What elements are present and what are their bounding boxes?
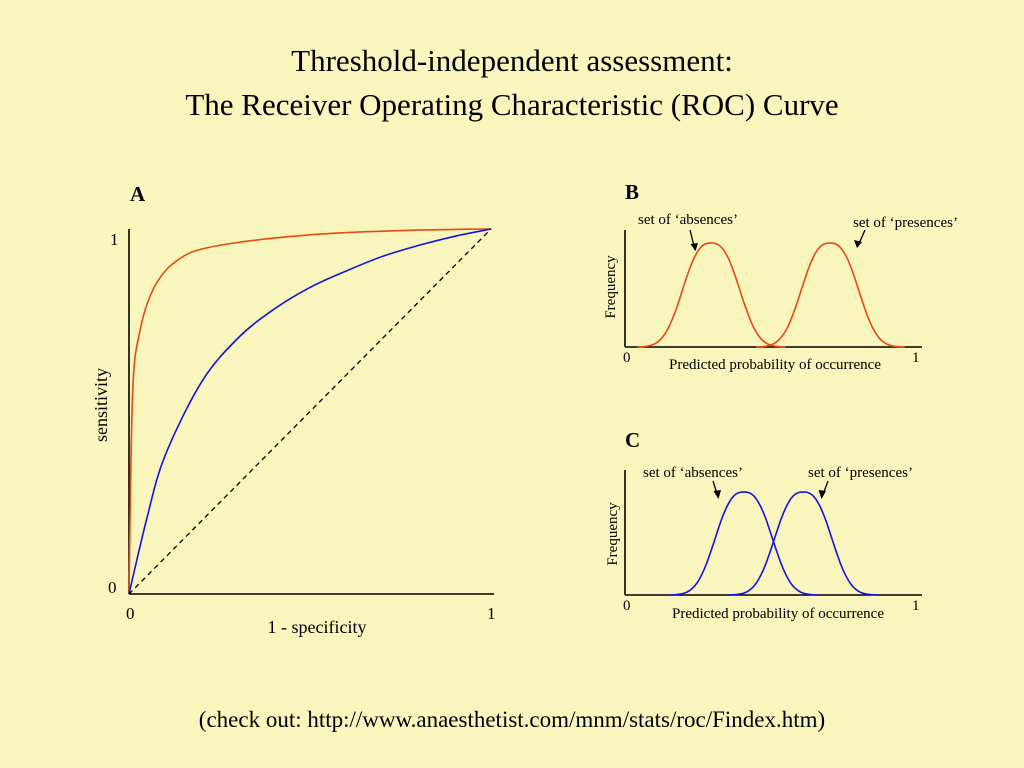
panel-b-label: B (625, 180, 639, 204)
panel-c-absences-curve (669, 491, 819, 596)
panel-b-absences-curve (637, 242, 786, 348)
panel-a-x-label: 1 - specificity (268, 617, 367, 637)
panel-b-x-tick-0: 0 (623, 350, 631, 366)
panel-c-x-label: Predicted probability of occurrence (672, 606, 884, 622)
panel-a: A 1 0 0 1 1 - specificity sensitivity (91, 182, 496, 637)
panel-b-annot-absences: set of ‘absences’ (638, 212, 738, 228)
panel-c-arrowhead-absences (713, 490, 721, 499)
title-line-1: Threshold-independent assessment: (291, 43, 733, 78)
panel-b-arrowhead-presences (854, 240, 862, 248)
panel-c-label: C (625, 428, 640, 452)
panel-c-annot-presences: set of ‘presences’ (808, 465, 913, 481)
panel-c-annot-absences: set of ‘absences’ (643, 465, 743, 481)
panel-b-arrowhead-absences (690, 243, 698, 251)
roc-series-group (128, 228, 492, 595)
panel-a-y-tick-1: 1 (110, 230, 119, 249)
panel-a-label: A (130, 182, 146, 206)
panel-b-annot-presences: set of ‘presences’ (853, 215, 958, 231)
panel-c-y-label: Frequency (605, 502, 621, 566)
panel-c-presences-curve (728, 491, 878, 596)
reference-footer: (check out: http://www.anaesthetist.com/… (198, 707, 826, 732)
panel-c-x-tick-1: 1 (912, 598, 920, 614)
title-line-2: The Receiver Operating Characteristic (R… (185, 87, 839, 122)
panel-b-x-tick-1: 1 (912, 350, 920, 366)
panel-a-y-tick-0: 0 (108, 578, 117, 597)
panel-c-arrowhead-presences (818, 490, 826, 499)
panel-a-x-tick-0: 0 (126, 604, 135, 623)
panel-c-series-group (669, 491, 878, 596)
panel-a-y-label: sensitivity (91, 368, 111, 442)
roc-curve-orange (128, 228, 492, 595)
roc-diagonal-dashed (128, 228, 492, 595)
panel-b-x-label: Predicted probability of occurrence (669, 357, 881, 373)
roc-curve-blue (128, 228, 492, 595)
panel-c-x-tick-0: 0 (623, 598, 631, 614)
panel-b-series-group (637, 242, 905, 348)
panel-b-y-label: Frequency (603, 255, 619, 319)
panel-c: C 0 1 Predicted probability of occurrenc… (605, 428, 922, 622)
panel-a-x-tick-1: 1 (487, 604, 496, 623)
panel-b-presences-curve (756, 242, 905, 348)
panel-b: B 0 1 Predicted probability of occurrenc… (603, 180, 958, 373)
